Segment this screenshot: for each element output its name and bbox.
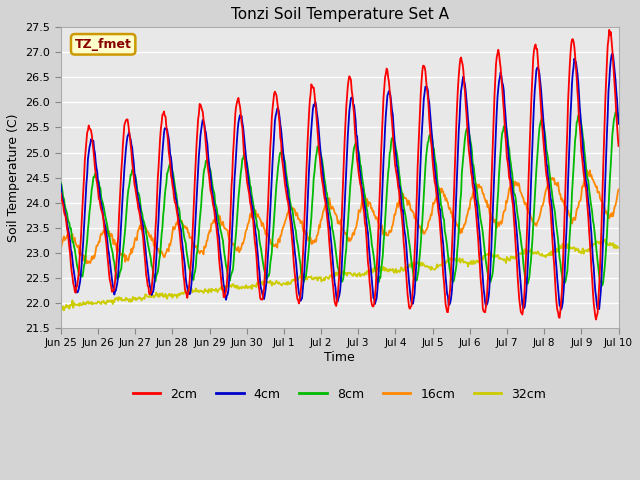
Text: TZ_fmet: TZ_fmet	[75, 38, 132, 51]
X-axis label: Time: Time	[324, 351, 355, 364]
Title: Tonzi Soil Temperature Set A: Tonzi Soil Temperature Set A	[230, 7, 449, 22]
Legend: 2cm, 4cm, 8cm, 16cm, 32cm: 2cm, 4cm, 8cm, 16cm, 32cm	[128, 383, 552, 406]
Y-axis label: Soil Temperature (C): Soil Temperature (C)	[7, 113, 20, 242]
